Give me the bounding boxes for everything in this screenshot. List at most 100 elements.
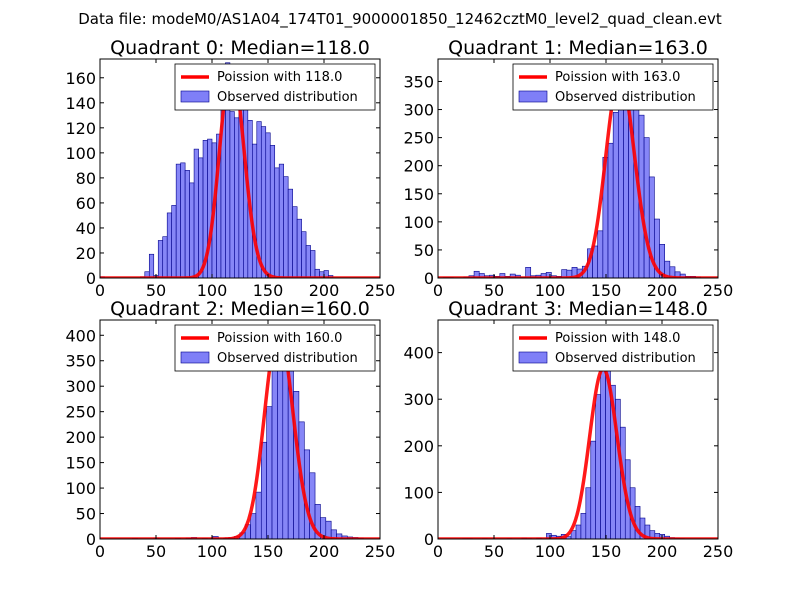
x-tick-label: 0 — [95, 281, 105, 300]
y-tick-label: 100 — [65, 479, 96, 498]
panel-quadrant-1: 0 50 100 150 200 250 0 50 100 150 200 250 300 350 Quad… — [403, 37, 733, 300]
axes-frame — [99, 58, 381, 279]
x-tick-label: 200 — [309, 281, 340, 300]
x-tick-label: 100 — [535, 542, 566, 561]
y-tick-label: 150 — [65, 454, 96, 473]
histogram-bar — [260, 126, 267, 278]
legend: Poission with 118.0 Observed distribution — [174, 63, 376, 111]
histogram-bar — [252, 143, 258, 278]
histogram-bar — [287, 188, 293, 278]
x-tick-label: 250 — [365, 542, 396, 561]
x-tick-label: 50 — [146, 281, 166, 300]
histogram-bar — [269, 145, 276, 278]
histogram-bar — [580, 513, 587, 539]
legend-bar-swatch — [180, 351, 210, 364]
histogram-bar — [166, 212, 172, 278]
legend-line-label: Poission with 118.0 — [217, 70, 342, 85]
x-tick-label: 150 — [253, 542, 284, 561]
histogram-bar — [189, 182, 195, 278]
x-tick-label: 150 — [253, 281, 284, 300]
panel-quadrant-0: 0 50 100 150 200 250 0 20 40 60 80 100 120 140 160 Quad… — [65, 37, 395, 300]
legend-frame — [174, 324, 376, 372]
histogram-bar — [575, 524, 582, 539]
legend-bar-swatch — [518, 351, 548, 364]
x-tick-label: 50 — [484, 281, 504, 300]
y-tick-label: 60 — [76, 194, 96, 213]
histogram-bar — [148, 253, 155, 278]
y-tick-label: 40 — [76, 219, 96, 238]
histogram-bar — [250, 513, 257, 539]
legend: Poission with 160.0 Observed distribution — [174, 324, 376, 372]
histogram-bar — [278, 163, 284, 278]
x-tick-label: 50 — [146, 542, 166, 561]
legend-bar-label: Observed distribution — [217, 351, 358, 366]
histogram-bar — [184, 170, 190, 278]
x-tick-label: 200 — [647, 542, 678, 561]
y-tick-label: 400 — [65, 326, 96, 345]
y-tick-label: 200 — [65, 428, 96, 447]
poisson-curve — [438, 73, 718, 278]
histogram-bar — [525, 267, 532, 278]
legend-bar-swatch — [180, 90, 210, 103]
histogram-bar — [271, 365, 278, 539]
histogram-bar — [234, 117, 240, 278]
x-tick-label: 200 — [647, 281, 678, 300]
histogram-bar — [162, 236, 168, 278]
legend-line-label: Poission with 160.0 — [217, 331, 342, 346]
y-tick-label: 100 — [403, 483, 434, 502]
panel-title: Quadrant 2: Median=160.0 — [110, 298, 370, 320]
histogram-bar — [612, 112, 619, 278]
y-tick-label: 200 — [403, 157, 434, 176]
x-tick-label: 250 — [703, 542, 734, 561]
axes-frame — [437, 58, 719, 279]
figure-suptitle: Data file: modeM0/AS1A04_174T01_90000018… — [78, 10, 722, 29]
axes-frame — [437, 319, 719, 540]
x-tick-label: 0 — [433, 542, 443, 561]
y-tick-label: 350 — [65, 352, 96, 371]
legend-bar-label: Observed distribution — [217, 90, 358, 105]
x-tick-label: 150 — [591, 281, 622, 300]
y-tick-label: 140 — [65, 94, 96, 113]
legend-frame — [512, 324, 714, 372]
histogram-bar — [618, 109, 624, 278]
histogram-bar — [595, 394, 601, 539]
y-tick-label: 200 — [403, 437, 434, 456]
y-tick-label: 250 — [403, 129, 434, 148]
x-tick-label: 250 — [365, 281, 396, 300]
histogram-bar — [260, 441, 267, 539]
y-tick-label: 100 — [65, 144, 96, 163]
x-tick-label: 0 — [433, 281, 443, 300]
histogram-bar — [301, 231, 307, 278]
y-tick-label: 0 — [86, 269, 96, 288]
histogram-bar — [207, 138, 213, 278]
poisson-curve — [438, 366, 718, 539]
panel-title: Quadrant 3: Median=148.0 — [448, 298, 708, 320]
y-tick-label: 0 — [424, 269, 434, 288]
histogram-bar — [265, 132, 271, 278]
y-tick-label: 50 — [76, 505, 96, 524]
histogram-bar — [175, 163, 181, 278]
histogram-bar — [180, 162, 186, 278]
x-tick-label: 100 — [535, 281, 566, 300]
histogram-bar — [229, 111, 235, 278]
y-tick-label: 350 — [403, 72, 434, 91]
y-tick-label: 400 — [403, 344, 434, 363]
x-tick-label: 0 — [95, 542, 105, 561]
histogram-bar — [292, 206, 298, 278]
x-tick-label: 200 — [309, 542, 340, 561]
y-tick-label: 20 — [76, 244, 96, 263]
legend-bar-label: Observed distribution — [555, 351, 696, 366]
y-tick-label: 50 — [414, 241, 434, 260]
histogram-bar — [198, 157, 204, 278]
histogram-bar — [296, 218, 302, 278]
y-tick-label: 150 — [403, 185, 434, 204]
histogram-bar — [255, 491, 262, 539]
y-tick-label: 0 — [86, 530, 96, 549]
histogram-bar — [310, 250, 316, 278]
legend: Poission with 148.0 Observed distribution — [512, 324, 714, 372]
histogram-bar — [585, 487, 592, 539]
x-tick-label: 50 — [484, 542, 504, 561]
y-tick-label: 100 — [403, 213, 434, 232]
legend-frame — [512, 63, 714, 111]
